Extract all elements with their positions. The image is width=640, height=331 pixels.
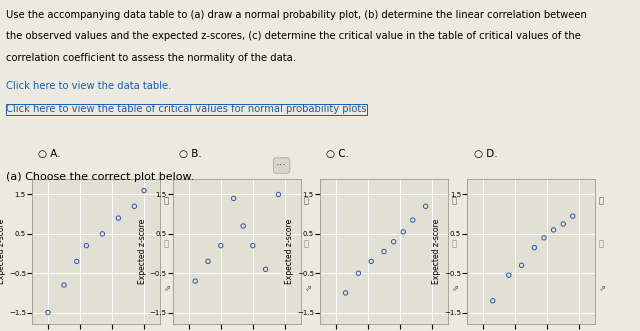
Point xyxy=(366,259,376,264)
Point xyxy=(129,204,140,209)
Text: ⇗: ⇗ xyxy=(304,283,311,293)
Point xyxy=(139,188,149,193)
Point xyxy=(398,229,408,235)
Text: 🔍: 🔍 xyxy=(451,196,456,205)
Point xyxy=(548,227,559,233)
Text: ⇗: ⇗ xyxy=(598,283,605,293)
Text: Click here to view the table of critical values for normal probability plots: Click here to view the table of critical… xyxy=(6,104,367,114)
Y-axis label: Expected z-score: Expected z-score xyxy=(0,219,6,284)
Y-axis label: Expected z-score: Expected z-score xyxy=(285,219,294,284)
Point xyxy=(203,259,213,264)
Point xyxy=(353,270,364,276)
Point xyxy=(568,213,578,219)
Point xyxy=(408,217,418,223)
Point xyxy=(529,245,540,250)
Text: (a) Choose the correct plot below.: (a) Choose the correct plot below. xyxy=(6,172,195,182)
Point xyxy=(72,259,82,264)
Point xyxy=(228,196,239,201)
Point xyxy=(113,215,124,221)
Text: ○ B.: ○ B. xyxy=(179,149,202,159)
Point xyxy=(59,282,69,288)
Text: 🔍: 🔍 xyxy=(451,240,456,249)
Text: Click here to view the data table.: Click here to view the data table. xyxy=(6,81,172,91)
Point xyxy=(388,239,399,244)
Point xyxy=(216,243,226,248)
Text: ⇗: ⇗ xyxy=(451,283,458,293)
Point xyxy=(488,298,498,304)
Text: 🔍: 🔍 xyxy=(598,196,604,205)
Point xyxy=(504,272,514,278)
Point xyxy=(273,192,284,197)
Text: ···: ··· xyxy=(276,161,287,170)
Text: 🔍: 🔍 xyxy=(598,240,604,249)
Text: correlation coefficient to assess the normality of the data.: correlation coefficient to assess the no… xyxy=(6,53,296,63)
Point xyxy=(97,231,108,236)
Point xyxy=(340,290,351,296)
Point xyxy=(558,221,568,227)
Point xyxy=(539,235,549,240)
Point xyxy=(238,223,248,229)
Point xyxy=(81,243,92,248)
Text: ○ C.: ○ C. xyxy=(326,149,349,159)
Text: 🔍: 🔍 xyxy=(304,240,309,249)
Point xyxy=(516,263,527,268)
Text: ○ A.: ○ A. xyxy=(38,149,61,159)
Point xyxy=(43,310,53,315)
Point xyxy=(379,249,389,254)
Point xyxy=(190,278,200,284)
Y-axis label: Expected z-score: Expected z-score xyxy=(138,219,147,284)
Text: 🔍: 🔍 xyxy=(163,196,168,205)
Point xyxy=(248,243,258,248)
Text: the observed values and the expected z-scores, (c) determine the critical value : the observed values and the expected z-s… xyxy=(6,31,581,41)
Point xyxy=(420,204,431,209)
Text: ⇗: ⇗ xyxy=(163,283,170,293)
Text: 🔍: 🔍 xyxy=(163,240,168,249)
Point xyxy=(260,267,271,272)
Text: ○ D.: ○ D. xyxy=(474,149,497,159)
Y-axis label: Expected z-score: Expected z-score xyxy=(432,219,441,284)
Text: 🔍: 🔍 xyxy=(304,196,309,205)
Text: Use the accompanying data table to (a) draw a normal probability plot, (b) deter: Use the accompanying data table to (a) d… xyxy=(6,10,588,20)
